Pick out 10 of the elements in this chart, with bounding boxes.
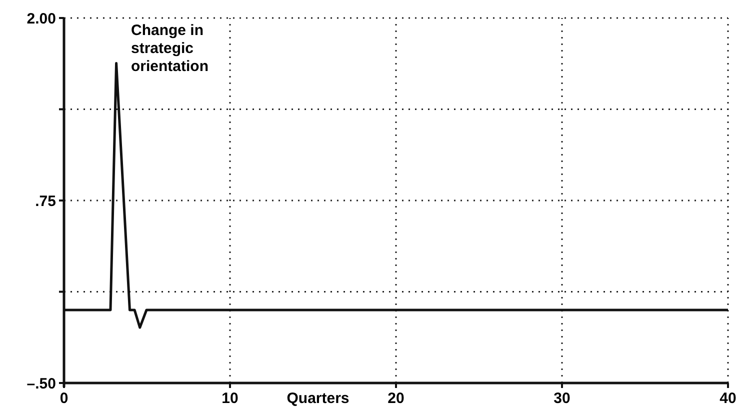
x-tick-label: 40 (720, 390, 736, 407)
y-tick-label: 2.00 (26, 10, 56, 28)
x-tick-label: 10 (222, 390, 238, 407)
x-axis-title: Quarters (286, 390, 350, 407)
y-tick-label: –.50 (26, 375, 56, 392)
y-tick-label: .75 (35, 192, 56, 210)
x-tick-label: 20 (388, 390, 404, 407)
x-tick-label: 0 (60, 390, 68, 407)
x-tick-label: 30 (554, 390, 570, 407)
annotation: Change in strategic orientation (131, 22, 208, 75)
